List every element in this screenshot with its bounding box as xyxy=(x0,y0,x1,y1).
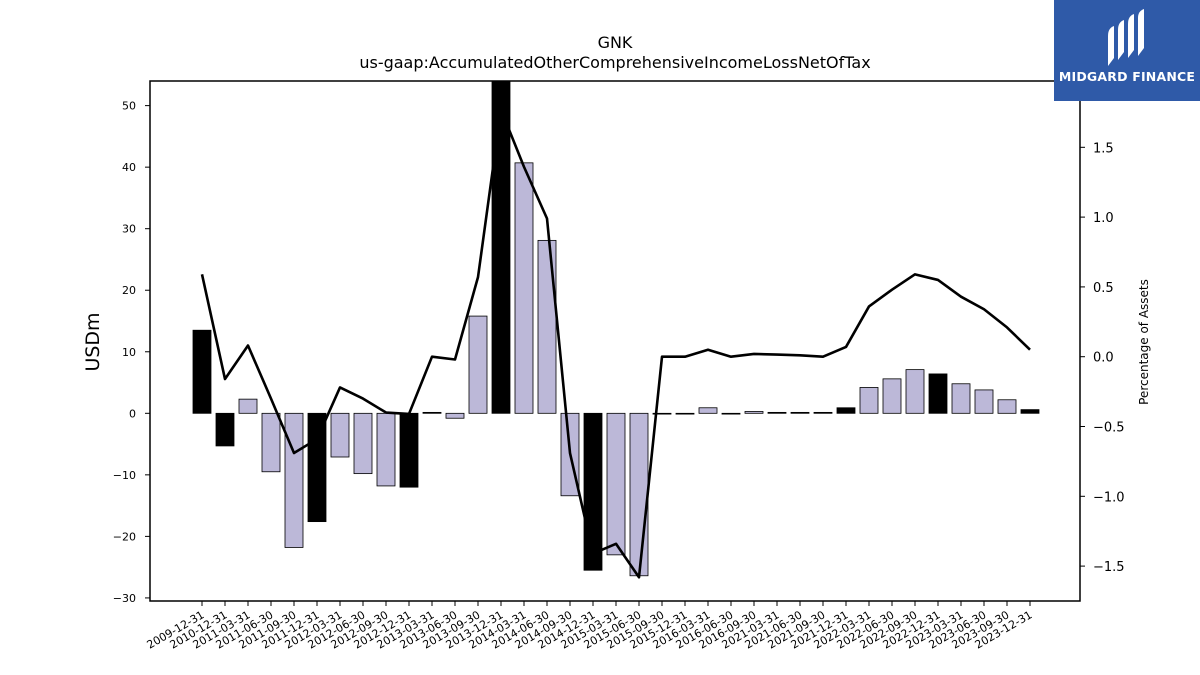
midgard-logo-icon xyxy=(1108,9,1144,66)
bar xyxy=(399,412,419,488)
bar xyxy=(1020,409,1040,414)
bar xyxy=(514,162,534,414)
bar xyxy=(583,412,603,571)
y-tick-label: 10 xyxy=(122,346,136,359)
y2-tick-label: −1.0 xyxy=(1093,490,1125,505)
bar xyxy=(882,378,902,414)
bar xyxy=(537,239,557,414)
y-tick-label: 20 xyxy=(122,284,136,297)
bar xyxy=(698,407,718,414)
y2-tick-label: 0.0 xyxy=(1093,351,1114,366)
brand-name: MIDGARD FINANCE xyxy=(1058,69,1196,84)
y-axis-label: USDm xyxy=(82,312,104,371)
brand-logo: MIDGARD FINANCE xyxy=(1054,0,1200,101)
bar xyxy=(675,412,695,415)
bar-series xyxy=(192,81,1040,577)
y2-axis-label: Percentage of Assets xyxy=(1137,279,1151,405)
bar xyxy=(629,412,649,577)
y-tick-label: −10 xyxy=(113,469,136,482)
x-axis-ticks: 2009-12-312010-12-312011-03-312011-06-30… xyxy=(145,601,1035,652)
bar xyxy=(261,412,281,473)
bar xyxy=(192,329,212,414)
plot-frame xyxy=(149,80,1081,602)
bar xyxy=(721,412,741,415)
y-tick-label: 40 xyxy=(122,161,136,174)
bar xyxy=(330,412,350,458)
bar xyxy=(652,412,672,415)
bar xyxy=(215,412,235,447)
bar xyxy=(836,407,856,414)
bar xyxy=(905,369,925,414)
percentage-line xyxy=(200,108,1031,579)
bar xyxy=(307,412,327,523)
bar xyxy=(445,412,465,419)
y-tick-label: −20 xyxy=(113,530,136,543)
y2-axis-ticks: −1.5 −1.0 −0.5 0.0 0.5 1.0 1.5 xyxy=(1080,141,1125,575)
bar xyxy=(376,412,396,487)
bar xyxy=(353,412,373,475)
bar xyxy=(859,387,879,414)
bar xyxy=(813,411,833,414)
chart-title: GNK xyxy=(598,33,633,52)
bar xyxy=(606,412,626,556)
bar xyxy=(767,411,787,414)
y-axis-ticks: −30 −20 −10 0 10 20 30 40 50 xyxy=(113,100,150,605)
y2-tick-label: −1.5 xyxy=(1093,560,1125,575)
bar xyxy=(422,411,442,414)
chart-subtitle: us-gaap:AccumulatedOtherComprehensiveInc… xyxy=(359,53,870,72)
bar xyxy=(928,373,948,414)
bar xyxy=(491,81,511,414)
axes xyxy=(149,80,1081,602)
y-tick-label: 30 xyxy=(122,223,136,236)
bar xyxy=(951,383,971,414)
bar xyxy=(238,398,258,414)
bar xyxy=(744,411,764,414)
y-tick-label: 50 xyxy=(122,100,136,113)
bar xyxy=(468,315,488,414)
bar xyxy=(790,411,810,414)
y2-tick-label: 1.5 xyxy=(1093,141,1114,156)
line-series xyxy=(200,108,1031,579)
y-tick-label: −30 xyxy=(113,592,136,605)
bar xyxy=(997,399,1017,414)
bar xyxy=(284,412,304,548)
y2-tick-label: −0.5 xyxy=(1093,421,1125,436)
y2-tick-label: 1.0 xyxy=(1093,211,1114,226)
bar xyxy=(974,389,994,414)
y2-tick-label: 0.5 xyxy=(1093,281,1114,296)
y-tick-label: 0 xyxy=(129,407,136,420)
